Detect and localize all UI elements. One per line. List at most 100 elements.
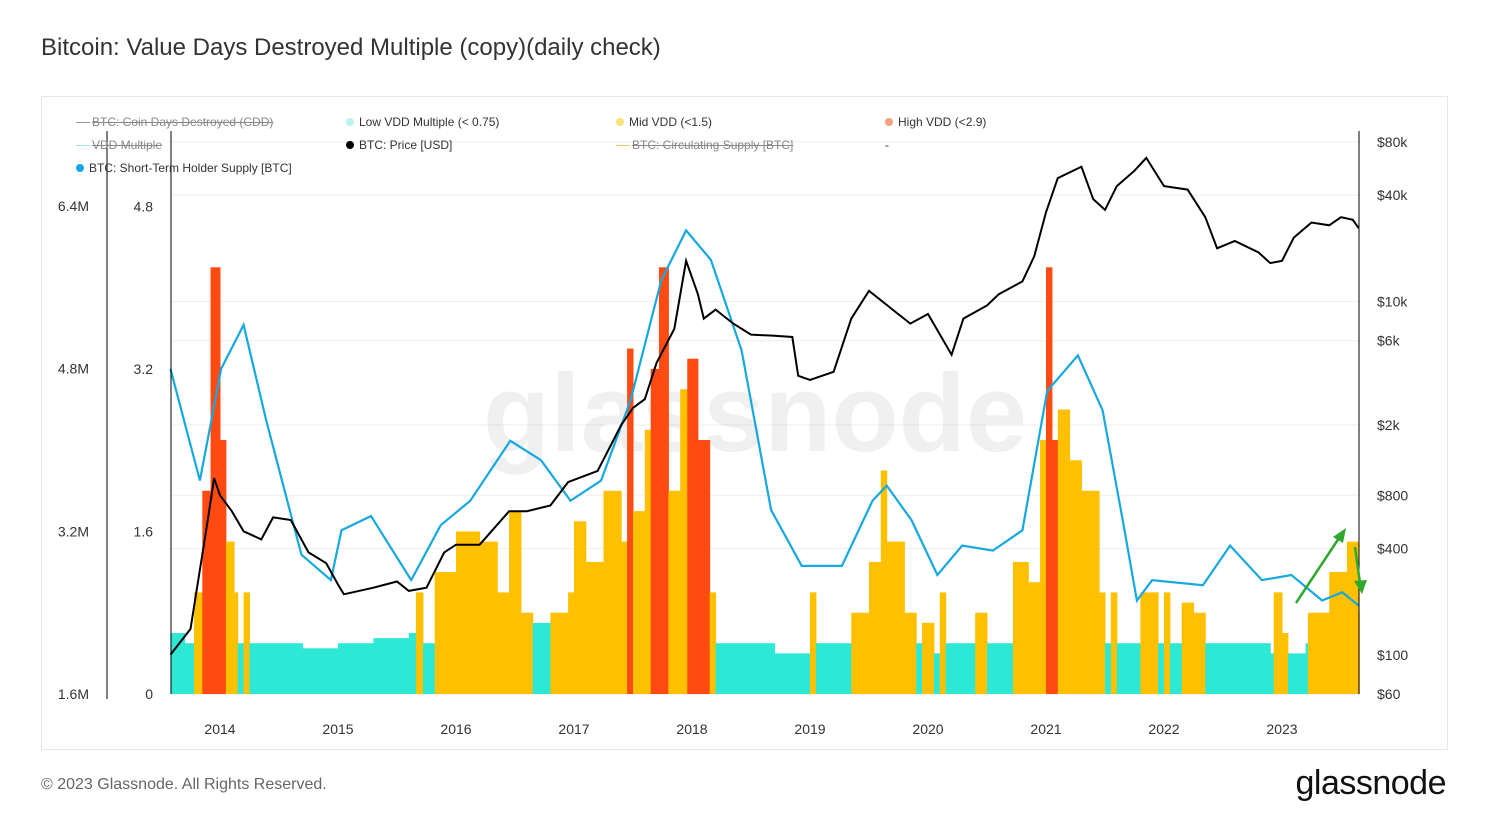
vdd-bar-M xyxy=(644,429,652,694)
vdd-bar-H xyxy=(220,440,227,694)
vdd-bar-L xyxy=(1305,643,1309,694)
legend-dot-icon xyxy=(346,141,354,149)
x-tick-label: 2014 xyxy=(204,721,235,737)
vdd-bar-L xyxy=(987,643,1000,694)
vdd-bar-H xyxy=(1051,440,1059,694)
legend-line-icon xyxy=(616,145,630,146)
x-tick-label: 2020 xyxy=(912,721,943,737)
vdd-bar-H xyxy=(650,368,660,694)
supply-tick-label: 1.6M xyxy=(58,686,89,702)
vdd-tick-label: 4.8 xyxy=(134,198,154,214)
legend-dot-icon xyxy=(346,118,354,126)
vdd-tick-label: 1.6 xyxy=(134,523,154,539)
vdd-bar-L xyxy=(998,643,1014,694)
vdd-bar-L xyxy=(1105,643,1112,694)
vdd-bar-L xyxy=(916,643,923,694)
vdd-bar-L xyxy=(237,643,245,694)
vdd-bar-H xyxy=(1046,267,1053,694)
legend-item[interactable]: BTC: Short-Term Holder Supply [BTC] xyxy=(76,161,292,175)
vdd-bar-L xyxy=(774,653,805,694)
vdd-bar-L xyxy=(1116,643,1141,694)
vdd-bar-H xyxy=(697,440,711,694)
vdd-bar-M xyxy=(1329,572,1348,694)
vdd-bar-M xyxy=(603,490,622,694)
vdd-bar-M xyxy=(1164,592,1171,694)
chart-panel: glassnode 1.6M 3.2M 4.8M 6.4M 0 1.6 3.2 4.8 $60 $1… xyxy=(41,96,1448,750)
vdd-bar-M xyxy=(550,612,569,694)
vdd-bar-L xyxy=(739,643,776,694)
legend-dot-icon xyxy=(885,118,893,126)
vdd-bar-M xyxy=(1028,582,1041,694)
vdd-bar-L xyxy=(532,622,551,694)
x-tick-label: 2016 xyxy=(440,721,471,737)
vdd-bar-M xyxy=(1346,541,1360,694)
vdd-bar-M xyxy=(904,612,917,694)
price-tick-label: $40k xyxy=(1377,187,1408,203)
vdd-bar-M xyxy=(1193,612,1206,694)
up-arrow-icon xyxy=(1294,537,1341,604)
vdd-bar-L xyxy=(815,643,846,694)
legend-item[interactable]: BTC: Price [USD] xyxy=(346,138,452,152)
glassnode-logo[interactable]: glassnode xyxy=(1295,764,1446,802)
vdd-bar-H xyxy=(658,267,669,694)
x-tick-label: 2022 xyxy=(1148,721,1179,737)
vdd-bar-M xyxy=(1307,612,1330,694)
vdd-bar-M xyxy=(810,592,817,694)
legend-label: Low VDD Multiple (< 0.75) xyxy=(359,115,500,129)
vdd-bar-L xyxy=(945,643,964,694)
legend-item[interactable]: Low VDD Multiple (< 0.75) xyxy=(346,115,499,129)
vdd-bar-L xyxy=(422,643,436,694)
legend-dot-icon xyxy=(76,164,84,172)
vdd-bar-M xyxy=(568,592,575,694)
vdd-bar-L xyxy=(249,643,268,694)
vdd-bar-L xyxy=(184,643,195,694)
vdd-bar-M xyxy=(1181,602,1194,694)
supply-tick-label: 3.2M xyxy=(58,523,89,539)
legend-line-icon xyxy=(76,145,90,146)
down-arrowhead-icon xyxy=(1354,580,1367,594)
legend-item[interactable]: High VDD (<2.9) xyxy=(885,115,986,129)
legend-item[interactable]: BTC: Circulating Supply [BTC] xyxy=(616,138,793,152)
legend-item[interactable]: BTC: Coin Days Destroyed (CDD) xyxy=(76,115,273,129)
vdd-bar-M xyxy=(1099,592,1106,694)
vdd-bar-M xyxy=(1040,440,1047,694)
legend-item[interactable]: - xyxy=(885,138,889,152)
legend-label: Mid VDD (<1.5) xyxy=(629,115,713,129)
vdd-bar-M xyxy=(585,561,604,694)
vdd-bar-M xyxy=(680,389,688,694)
vdd-bar-M xyxy=(869,561,882,694)
vdd-bar-M xyxy=(1069,460,1082,694)
vdd-bar-M xyxy=(497,592,510,694)
vdd-bar-L xyxy=(845,643,852,694)
vdd-bar-M xyxy=(1081,490,1100,694)
x-tick-label: 2023 xyxy=(1266,721,1297,737)
vdd-bar-L xyxy=(933,653,941,694)
supply-tick-label: 4.8M xyxy=(58,361,89,377)
vdd-bar-L xyxy=(1169,643,1183,694)
vdd-bar-M xyxy=(886,541,905,694)
watermark: glassnode xyxy=(483,352,1027,475)
vdd-bar-M xyxy=(922,622,935,694)
x-tick-label: 2021 xyxy=(1030,721,1061,737)
legend-item[interactable]: VDD Multiple xyxy=(76,138,162,152)
price-tick-label: $60 xyxy=(1377,686,1401,702)
vdd-bar-H xyxy=(627,348,634,694)
x-tick-label: 2018 xyxy=(676,721,707,737)
legend-label: VDD Multiple xyxy=(92,138,163,152)
vdd-bar-M xyxy=(574,521,587,694)
vdd-bar-H xyxy=(202,490,212,694)
vdd-bar-L xyxy=(963,643,976,694)
sth-supply-line xyxy=(169,228,1360,607)
vdd-bar-L xyxy=(408,633,417,694)
vdd-bar-L xyxy=(373,638,410,694)
vdd-bar-M xyxy=(1057,409,1071,694)
copyright: © 2023 Glassnode. All Rights Reserved. xyxy=(41,776,327,793)
legend-item[interactable]: Mid VDD (<1.5) xyxy=(616,115,712,129)
vdd-bar-M xyxy=(1110,592,1118,694)
vdd-bar-M xyxy=(415,592,424,694)
page-title: Bitcoin: Value Days Destroyed Multiple (… xyxy=(41,34,661,61)
vdd-bar-L xyxy=(1223,643,1271,694)
vdd-tick-label: 0 xyxy=(145,686,153,702)
vdd-bar-M xyxy=(509,511,522,694)
